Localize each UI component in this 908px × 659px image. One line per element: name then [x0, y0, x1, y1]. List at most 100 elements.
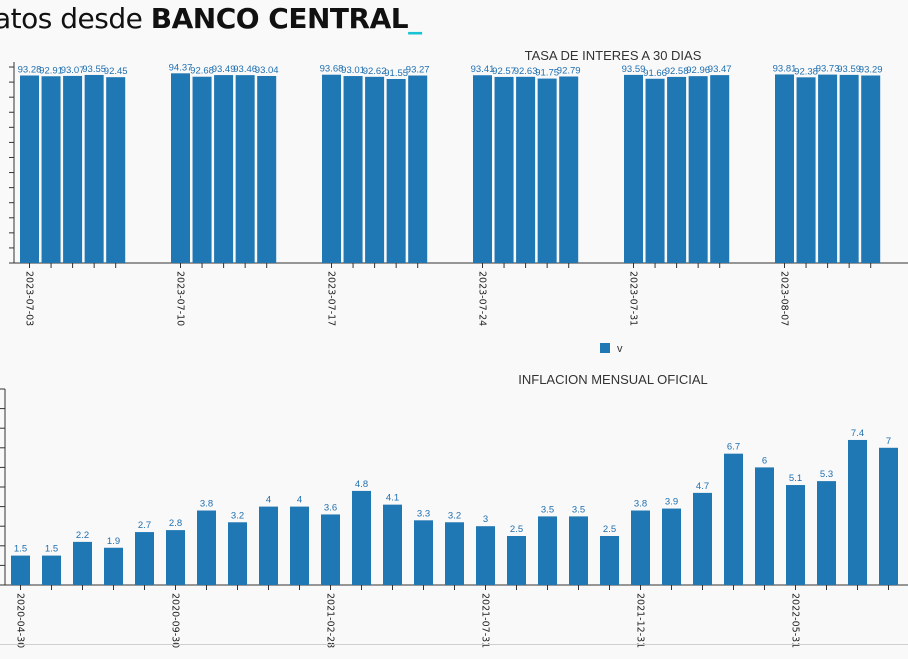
x-tick-label: 2020-04-30 — [15, 593, 26, 648]
data-label: 1.5 — [14, 544, 27, 555]
data-label: 4.1 — [386, 493, 399, 504]
data-label: 5.1 — [789, 473, 802, 484]
bar — [817, 481, 836, 585]
x-tick-label: 2021-12-31 — [635, 593, 646, 648]
bar — [11, 555, 30, 585]
data-label: 2.7 — [138, 520, 151, 531]
bar — [321, 514, 340, 585]
data-label: 4 — [266, 495, 271, 506]
x-tick-label: 2023-07-24 — [477, 271, 488, 326]
inflation-chart: INFLACION MENSUAL OFICIAL 1.5 1.5 2.2 1.9 2.… — [0, 372, 908, 648]
data-label: 7.4 — [851, 428, 864, 439]
bar — [171, 73, 190, 263]
bar — [667, 76, 687, 263]
bar — [445, 522, 464, 585]
bar — [796, 77, 816, 264]
bar — [322, 74, 341, 263]
data-label: 7 — [886, 436, 891, 447]
x-tick-label: 2023-07-31 — [628, 271, 639, 326]
data-label: 92.79 — [557, 65, 581, 76]
bar — [290, 506, 309, 585]
bars — [20, 73, 881, 264]
data-label: 4.8 — [355, 479, 368, 490]
x-tick-label: 2023-08-07 — [779, 271, 790, 326]
bar — [106, 77, 126, 263]
heading-cursor: _ — [408, 2, 422, 35]
bar — [414, 520, 433, 585]
heading-prefix: atos desde — [0, 2, 151, 35]
data-labels: 1.5 1.5 2.2 1.9 2.7 2.8 3.8 3.2 4 4 3.6 4.8 4.1 3.3 3.… — [14, 428, 891, 555]
bar — [20, 75, 39, 263]
data-label: 5.3 — [820, 469, 833, 480]
bar — [473, 75, 492, 263]
bar — [755, 467, 774, 585]
data-label: 3.5 — [541, 504, 554, 515]
data-label: 4 — [297, 495, 302, 506]
bars — [11, 439, 898, 585]
data-label: 2.5 — [510, 524, 523, 535]
bar — [507, 536, 526, 585]
bar — [408, 75, 428, 263]
chart-title: TASA DE INTERES A 30 DIAS — [525, 48, 702, 63]
bar — [104, 547, 123, 585]
bar — [41, 76, 61, 263]
data-label: 3.8 — [200, 499, 213, 510]
interest-rate-chart: TASA DE INTERES A 30 DIAS 93.2892.9193.0… — [9, 48, 908, 355]
x-tick-label: 2021-02-28 — [325, 593, 336, 648]
x-ticks: 2020-04-30 2020-09-30 2021-02-28 2021-07-31… — [15, 585, 889, 648]
data-label: 92.96 — [686, 65, 710, 76]
legend: v — [600, 343, 623, 355]
x-tick-label: 2023-07-10 — [175, 271, 186, 326]
bar — [166, 530, 185, 585]
bar — [386, 78, 406, 263]
data-label: 93.68 — [320, 64, 344, 75]
bar — [63, 75, 83, 264]
bar — [775, 74, 794, 263]
bar — [600, 536, 619, 585]
bar — [197, 510, 216, 585]
bar — [645, 78, 665, 263]
bar — [135, 532, 154, 585]
bar — [631, 510, 650, 585]
data-label: 91.66 — [643, 68, 667, 79]
data-label: 92.62 — [363, 66, 387, 77]
data-label: 92.91 — [39, 65, 63, 76]
bar — [343, 76, 363, 263]
footer-divider — [0, 644, 908, 645]
data-label: 3.8 — [634, 499, 647, 510]
page-heading: atos desde BANCO CENTRAL_ — [0, 2, 422, 35]
data-label: 3.2 — [448, 510, 461, 521]
data-label: 91.75 — [535, 68, 559, 79]
x-tick-label: 2022-05-31 — [790, 593, 801, 648]
data-label: 92.45 — [104, 66, 128, 77]
x-tick-label: 2021-07-31 — [480, 593, 491, 648]
data-label: 92.63 — [514, 66, 538, 77]
data-label: 2.8 — [169, 518, 182, 529]
bar — [848, 439, 867, 585]
chart-title: INFLACION MENSUAL OFICIAL — [518, 372, 708, 387]
bar — [42, 555, 61, 585]
data-label: 93.55 — [82, 64, 106, 75]
y-ticks — [9, 66, 14, 264]
bar — [818, 74, 838, 264]
data-label: 6 — [762, 455, 767, 466]
data-label: 93.29 — [859, 64, 883, 75]
data-label: 93.01 — [341, 65, 365, 76]
bar — [569, 516, 588, 585]
bar — [662, 508, 681, 585]
data-label: 1.9 — [107, 536, 120, 547]
data-label: 2.5 — [603, 524, 616, 535]
heading-source: BANCO CENTRAL — [150, 2, 409, 35]
bar — [214, 75, 234, 263]
data-label: 3.6 — [324, 502, 337, 513]
bar — [624, 74, 643, 263]
data-label: 93.47 — [708, 64, 732, 75]
data-label: 92.38 — [794, 66, 818, 77]
bar — [73, 541, 92, 585]
data-label: 3.5 — [572, 504, 585, 515]
bar — [710, 75, 730, 263]
data-label: 92.68 — [190, 66, 214, 77]
x-tick-label: 2020-09-30 — [170, 593, 181, 648]
x-ticks: 2023-07-03 2023-07-10 2023-07-17 2023-07-24… — [24, 263, 872, 326]
